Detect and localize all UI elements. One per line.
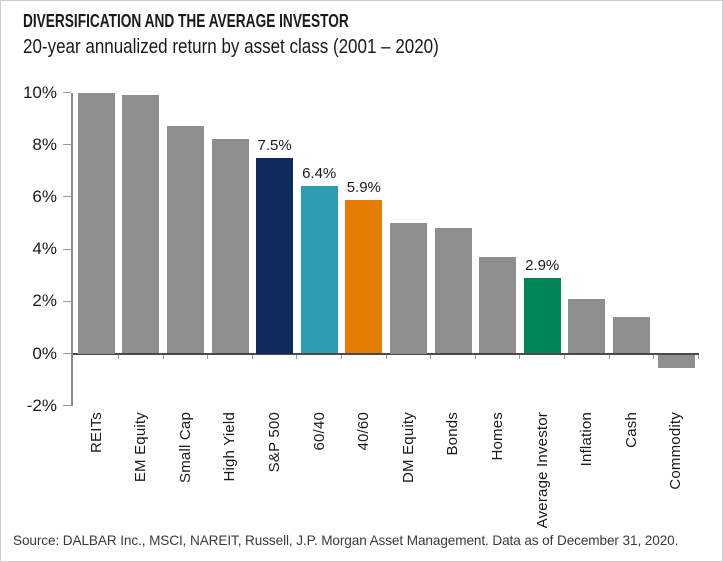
x-axis-tick — [162, 354, 164, 359]
y-axis-tick — [63, 144, 71, 146]
x-axis-label-cell: Average Investor — [520, 412, 565, 528]
x-axis-label-cell: DM Equity — [386, 412, 431, 524]
bar-cash — [612, 316, 650, 354]
x-axis-label-60-40: 60/40 — [310, 412, 328, 451]
x-axis-label-homes: Homes — [489, 412, 507, 461]
x-axis-tick — [653, 354, 655, 359]
bar-inflation — [568, 298, 606, 354]
x-axis-label-cell: S&P 500 — [252, 412, 297, 524]
y-axis-tick — [63, 353, 71, 354]
bar-small-cap — [166, 126, 204, 354]
x-axis-label-cash: Cash — [622, 412, 640, 448]
x-axis-label-cell: 60/40 — [297, 412, 342, 524]
bar-average-investor — [523, 277, 561, 354]
x-axis-label-40-60: 40/60 — [355, 412, 373, 451]
chart-subtitle: 20-year annualized return by asset class… — [23, 36, 439, 58]
x-axis-label-dm-equity: DM Equity — [399, 412, 417, 483]
x-axis-tick — [296, 354, 298, 359]
bar-dm-equity — [389, 223, 427, 354]
bar-60-40 — [300, 186, 338, 354]
x-axis-label-s-p-500: S&P 500 — [266, 412, 284, 473]
y-axis-tick-label: 6% — [32, 186, 57, 206]
x-axis-label-cell: Commodity — [654, 412, 699, 524]
x-axis-label-high-yield: High Yield — [221, 412, 239, 482]
y-axis-tick-label: 4% — [32, 239, 57, 259]
y-axis-tick — [63, 196, 71, 198]
x-axis-label-cell: Inflation — [565, 412, 610, 524]
y-axis-line — [71, 92, 73, 406]
x-axis-label-cell: Bonds — [431, 412, 476, 524]
x-axis-tick — [341, 354, 342, 359]
x-axis-tick — [519, 354, 521, 359]
x-axis-tick — [608, 354, 610, 359]
bar-em-equity — [122, 95, 160, 354]
x-axis-label-cell: REITs — [74, 412, 119, 524]
y-axis-tick — [63, 248, 71, 250]
x-axis-tick — [251, 354, 253, 359]
x-axis-label-cell: EM Equity — [119, 412, 164, 524]
bar-value-label: 7.5% — [257, 136, 292, 154]
x-axis-label-em-equity: EM Equity — [132, 412, 150, 483]
x-axis-label-cell: Small Cap — [163, 412, 208, 524]
bar-homes — [479, 256, 517, 354]
y-axis-tick-label: 2% — [32, 291, 57, 311]
bar-value-label: 6.4% — [302, 165, 337, 183]
x-axis-tick — [430, 354, 432, 359]
y-axis-tick-label: 8% — [32, 134, 57, 154]
x-axis-label-cell: Homes — [475, 412, 520, 524]
source-note: Source: DALBAR Inc., MSCI, NAREIT, Russe… — [13, 532, 679, 548]
y-axis-tick — [63, 92, 71, 93]
bar-bonds — [434, 228, 472, 354]
bar-value-label: 5.9% — [346, 178, 381, 196]
x-axis-label-cell: High Yield — [208, 412, 253, 524]
chart-title: DIVERSIFICATION AND THE AVERAGE INVESTOR — [23, 11, 349, 31]
bar-high-yield — [211, 139, 249, 354]
bar-reits — [77, 92, 115, 354]
y-axis-tick — [63, 300, 71, 302]
x-axis-label-inflation: Inflation — [578, 412, 596, 467]
x-axis-baseline — [73, 352, 699, 355]
y-axis-tick — [63, 405, 71, 407]
bar-s-p-500 — [256, 157, 294, 354]
x-axis-tick — [207, 354, 209, 359]
x-axis-label-bonds: Bonds — [444, 412, 462, 456]
bar-value-label: 2.9% — [525, 256, 560, 274]
y-axis-tick-label: -2% — [26, 395, 57, 415]
y-axis-tick-label: 0% — [32, 343, 57, 363]
x-axis-label-average-investor: Average Investor — [533, 412, 551, 529]
x-axis-label-reits: REITs — [87, 412, 105, 454]
x-axis-tick — [385, 354, 387, 359]
x-axis-tick — [564, 354, 565, 359]
x-axis-tick — [118, 354, 119, 359]
x-axis-tick — [697, 354, 699, 359]
x-axis-label-cell: 40/60 — [342, 412, 387, 524]
x-axis-label-cell: Cash — [609, 412, 654, 524]
bar-40-60 — [345, 199, 383, 354]
y-axis-tick-label: 10% — [22, 82, 57, 102]
x-axis-tick — [474, 354, 476, 359]
bar-commodity — [657, 354, 695, 368]
x-axis-label-commodity: Commodity — [667, 412, 685, 490]
x-axis-label-small-cap: Small Cap — [176, 412, 194, 483]
